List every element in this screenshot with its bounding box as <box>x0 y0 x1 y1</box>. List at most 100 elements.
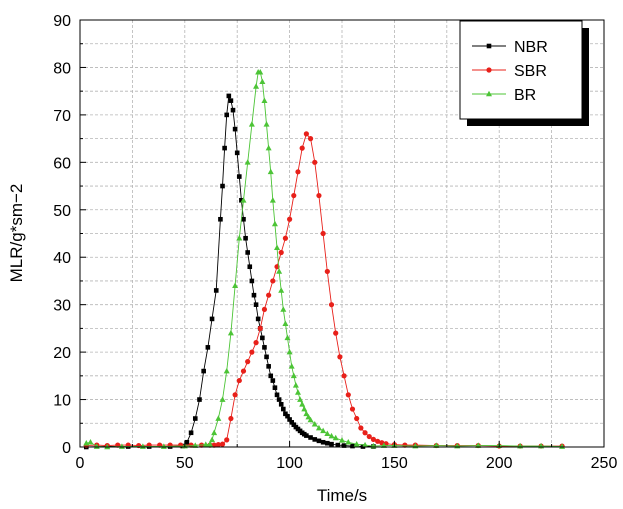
data-point-br <box>269 197 276 203</box>
data-point-br <box>307 416 314 423</box>
data-point-br <box>311 421 318 427</box>
data-point-nbr <box>241 216 246 222</box>
data-point-nbr <box>283 411 288 417</box>
data-point-br <box>219 396 226 402</box>
data-point-nbr <box>218 216 223 222</box>
data-point-sbr <box>287 216 293 222</box>
data-point-br <box>286 348 293 355</box>
data-point-nbr <box>251 292 257 298</box>
data-point-br <box>324 430 331 437</box>
x-tick-label: 250 <box>591 455 618 472</box>
data-point-br <box>320 427 327 434</box>
y-tick-label: 40 <box>53 250 71 267</box>
data-point-nbr <box>209 316 215 322</box>
data-point-br <box>282 320 289 326</box>
data-point-nbr <box>188 430 194 436</box>
data-point-nbr <box>272 385 278 390</box>
data-point-sbr <box>282 235 289 241</box>
data-point-sbr <box>219 441 226 447</box>
data-point-sbr <box>257 325 263 331</box>
data-point-nbr <box>274 392 280 398</box>
data-point-sbr <box>402 442 408 448</box>
data-point-nbr <box>255 316 261 322</box>
data-point-sbr <box>236 377 242 384</box>
data-point-nbr <box>276 397 282 402</box>
data-point-nbr <box>220 183 225 189</box>
data-point-br <box>87 439 94 445</box>
data-point-br <box>263 121 270 127</box>
data-point-sbr <box>270 278 276 284</box>
data-point-br <box>332 434 339 441</box>
data-point-nbr <box>335 442 341 448</box>
y-tick-label: 80 <box>53 60 71 77</box>
legend-marker-nbr <box>486 43 492 49</box>
data-point-br <box>232 282 239 288</box>
data-point-nbr <box>232 126 238 132</box>
data-point-nbr <box>291 422 297 428</box>
axes: 0 50 100 150 200 250 0 10 20 30 40 50 60 70 80 90 <box>53 13 617 472</box>
data-point-sbr <box>240 368 247 374</box>
data-point-nbr <box>287 417 292 422</box>
legend-label-nbr: NBR <box>514 39 548 56</box>
data-point-br <box>301 405 308 412</box>
data-point-nbr <box>316 438 322 444</box>
data-point-br <box>253 83 260 89</box>
data-point-br <box>202 441 209 447</box>
data-point-br <box>244 159 251 165</box>
x-axis-title: Time/s <box>317 486 367 505</box>
data-point-br <box>345 439 352 445</box>
x-tick-label: 150 <box>381 455 408 472</box>
x-tick-label: 50 <box>176 455 194 472</box>
y-axis-title: MLR/g*sm−2 <box>7 184 26 283</box>
data-point-nbr <box>266 364 271 369</box>
data-point-nbr <box>268 373 274 379</box>
data-point-br <box>339 437 345 443</box>
data-point-sbr <box>370 436 377 443</box>
y-tick-label: 90 <box>53 13 71 30</box>
data-point-nbr <box>281 406 286 412</box>
data-point-br <box>290 372 297 379</box>
data-point-sbr <box>266 292 272 298</box>
data-point-nbr <box>247 264 253 270</box>
data-point-nbr <box>239 197 244 203</box>
data-point-sbr <box>358 425 364 431</box>
data-point-sbr <box>354 415 360 422</box>
data-point-nbr <box>285 413 290 419</box>
data-point-sbr <box>345 392 351 398</box>
data-point-nbr <box>224 112 230 118</box>
y-tick-label: 30 <box>53 298 71 315</box>
data-point-nbr <box>325 440 330 446</box>
data-point-br <box>209 436 216 443</box>
data-point-sbr <box>328 302 335 308</box>
data-point-br <box>274 244 281 251</box>
data-point-nbr <box>184 439 190 445</box>
data-point-nbr <box>201 368 206 374</box>
y-tick-label: 50 <box>53 203 71 220</box>
data-point-sbr <box>303 131 309 137</box>
data-point-nbr <box>197 397 202 402</box>
data-point-sbr <box>253 340 259 346</box>
data-point-br <box>288 363 295 369</box>
data-point-nbr <box>270 378 276 383</box>
data-point-br <box>297 396 304 402</box>
x-tick-label: 100 <box>276 455 303 472</box>
x-tick-label: 0 <box>76 455 85 472</box>
data-point-nbr <box>230 107 236 113</box>
data-point-br <box>280 306 287 312</box>
data-point-br <box>294 389 301 395</box>
legend-marker-br <box>486 90 492 97</box>
data-point-nbr <box>260 335 265 341</box>
data-point-sbr <box>188 442 194 448</box>
data-point-nbr <box>278 402 284 407</box>
data-point-nbr <box>234 150 240 156</box>
data-point-sbr <box>366 433 372 440</box>
data-point-sbr <box>337 354 343 360</box>
data-point-br <box>315 424 322 431</box>
legend-marker-sbr <box>486 67 492 73</box>
y-tick-label: 60 <box>53 155 71 172</box>
data-point-br <box>265 144 272 151</box>
data-point-br <box>236 235 243 241</box>
grid-lines <box>80 20 604 447</box>
data-point-sbr <box>261 306 268 313</box>
data-point-nbr <box>245 250 250 255</box>
